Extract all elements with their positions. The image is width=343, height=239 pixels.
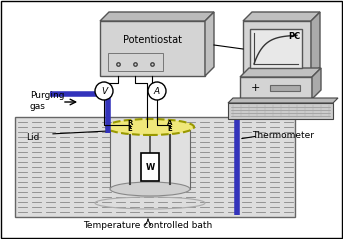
Text: Temperature controlled bath: Temperature controlled bath xyxy=(83,221,213,229)
Bar xyxy=(228,103,333,119)
Polygon shape xyxy=(240,68,321,77)
Bar xyxy=(250,29,302,68)
Text: Lid: Lid xyxy=(26,132,39,141)
Polygon shape xyxy=(312,68,321,99)
Bar xyxy=(108,53,163,71)
Ellipse shape xyxy=(106,119,194,135)
Text: PC: PC xyxy=(288,32,300,40)
Bar xyxy=(240,77,312,99)
Polygon shape xyxy=(100,12,214,21)
Bar xyxy=(243,21,311,76)
Text: Purging
gas: Purging gas xyxy=(30,91,64,111)
Text: A: A xyxy=(154,87,160,96)
Bar xyxy=(270,85,300,91)
Text: A
E: A E xyxy=(167,120,173,132)
Polygon shape xyxy=(311,12,320,76)
Ellipse shape xyxy=(110,182,190,196)
Circle shape xyxy=(95,82,113,100)
Polygon shape xyxy=(243,12,320,21)
Text: Potentiostat: Potentiostat xyxy=(122,35,181,45)
Bar xyxy=(100,21,205,76)
Polygon shape xyxy=(228,98,338,103)
Text: W: W xyxy=(145,163,155,172)
Text: V: V xyxy=(101,87,107,96)
Bar xyxy=(110,127,190,189)
Circle shape xyxy=(148,82,166,100)
Text: Thermometer: Thermometer xyxy=(252,131,314,141)
Text: +: + xyxy=(250,83,260,93)
Text: R
E: R E xyxy=(127,120,133,132)
Polygon shape xyxy=(205,12,214,76)
Bar xyxy=(141,153,159,181)
Bar xyxy=(15,117,295,217)
